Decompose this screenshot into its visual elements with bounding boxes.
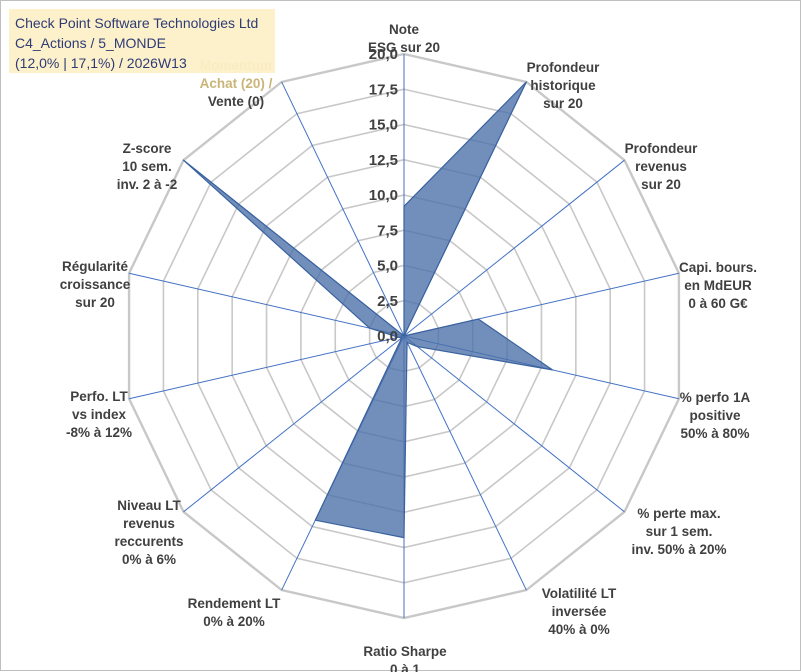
radial-tick-labels: 0,02,55,07,510,012,515,017,520,0 (369, 46, 398, 345)
tick-label-1: 2,5 (377, 293, 398, 310)
title-line-stats: (12,0% | 17,1%) / 2026W13 (15, 53, 269, 73)
tick-label-6: 15,0 (369, 117, 398, 134)
tick-label-0: 0,0 (377, 328, 398, 345)
tick-label-7: 17,5 (369, 81, 398, 98)
series-area (184, 82, 553, 538)
axis-label-5: % perte max.sur 1 sem.inv. 50% à 20% (631, 506, 726, 557)
title-line-category: C4_Actions / 5_MONDE (15, 33, 269, 53)
radar-series (184, 82, 553, 538)
title-line-company: Check Point Software Technologies Ltd (15, 13, 269, 33)
spoke-6 (404, 336, 526, 590)
tick-label-4: 10,0 (369, 187, 398, 204)
chart-title-box: Check Point Software Technologies Ltd C4… (9, 9, 275, 73)
tick-label-3: 7,5 (377, 222, 398, 239)
tick-label-2: 5,0 (377, 258, 398, 275)
tick-label-5: 12,5 (369, 152, 398, 169)
